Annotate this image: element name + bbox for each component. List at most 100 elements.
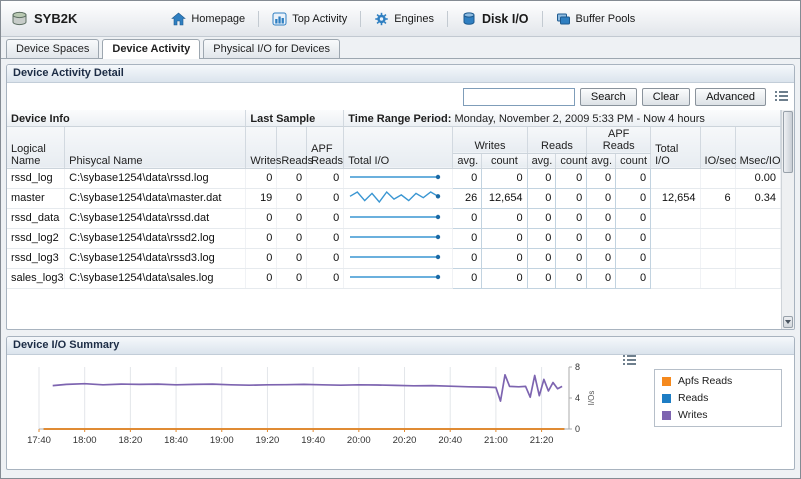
- cell-writes-avg: 0: [452, 267, 483, 289]
- search-button[interactable]: Search: [579, 87, 637, 106]
- col-header-logical-name[interactable]: Logical Name: [7, 126, 66, 169]
- cell-reads: 0: [276, 188, 308, 209]
- nav-disk-io[interactable]: Disk I/O: [461, 11, 529, 26]
- cell-writes-count: 0: [481, 207, 528, 229]
- cell-apf-avg: 0: [586, 207, 617, 229]
- cell-msec-io: [735, 228, 782, 249]
- group-header-last-sample: Last Sample: [245, 110, 345, 127]
- svg-text:19:20: 19:20: [256, 435, 280, 446]
- chart-options-icon[interactable]: [623, 355, 636, 366]
- cell-reads-avg: 0: [526, 227, 557, 249]
- table-row[interactable]: rssd_log3 C:\sybase1254\data\rssd3.log 0 0 0…: [7, 247, 782, 269]
- cell-physical-name: C:\sybase1254\data\sales.log: [64, 268, 247, 289]
- col-group-apf-reads[interactable]: APF Reads: [586, 126, 652, 154]
- col-header-apf-reads[interactable]: APF Reads: [306, 126, 345, 169]
- col-header-total-io[interactable]: Total I/O: [650, 126, 701, 169]
- legend-label: Writes: [678, 409, 708, 421]
- col-header-writes-avg[interactable]: avg.: [452, 153, 483, 169]
- cell-writes: 0: [245, 208, 278, 229]
- table-row[interactable]: master C:\sybase1254\data\master.dat 19 0 0 2…: [7, 187, 782, 209]
- table-options-icon[interactable]: [775, 91, 788, 102]
- col-header-reads[interactable]: Reads: [276, 126, 313, 169]
- table-row[interactable]: rssd_log C:\sybase1254\data\rssd.log 0 0 0 0 0…: [7, 167, 782, 189]
- col-header-apf-avg[interactable]: avg.: [586, 153, 617, 169]
- cell-writes: 0: [245, 228, 278, 249]
- col-header-apf-count[interactable]: count: [615, 153, 652, 169]
- tab-strip: Device Spaces Device Activity Physical I…: [1, 37, 800, 59]
- cell-writes-avg: 0: [452, 227, 483, 249]
- buffer-icon: [556, 12, 571, 26]
- cell-apf-reads: 0: [306, 208, 345, 229]
- advanced-button[interactable]: Advanced: [695, 87, 766, 106]
- search-input[interactable]: [462, 87, 575, 106]
- nav-buffer-pools[interactable]: Buffer Pools: [556, 12, 635, 26]
- col-header-total-io-spark[interactable]: Total I/O: [343, 126, 454, 169]
- group-header-device-info: Device Info: [7, 110, 247, 127]
- cell-msec-io: [735, 208, 782, 229]
- legend-item: Writes: [662, 409, 774, 421]
- tab-device-spaces[interactable]: Device Spaces: [6, 39, 100, 58]
- cell-reads-count: 0: [555, 227, 588, 249]
- nav-top-activity[interactable]: Top Activity: [272, 12, 347, 26]
- svg-text:18:20: 18:20: [118, 435, 142, 446]
- svg-text:21:00: 21:00: [484, 435, 508, 446]
- col-header-io-sec[interactable]: IO/sec: [700, 126, 736, 169]
- cell-apf-avg: 0: [586, 267, 617, 289]
- legend-swatch: [662, 376, 671, 386]
- cell-apf-avg: 0: [586, 227, 617, 249]
- clear-button[interactable]: Clear: [641, 87, 691, 106]
- cell-physical-name: C:\sybase1254\data\rssd3.log: [64, 248, 247, 269]
- nav-separator: [541, 10, 543, 27]
- cell-msec-io: 0.34: [735, 188, 782, 209]
- cell-logical-name: rssd_log3: [7, 248, 66, 269]
- cell-apf-reads: 0: [306, 268, 345, 289]
- cell-apf-count: 0: [615, 167, 652, 189]
- cell-apf-count: 0: [615, 207, 652, 229]
- cell-writes-count: 0: [481, 267, 528, 289]
- legend-label: Reads: [678, 392, 709, 404]
- tab-device-activity[interactable]: Device Activity: [102, 39, 201, 59]
- table-row[interactable]: rssd_log2 C:\sybase1254\data\rssd2.log 0 0 0…: [7, 227, 782, 249]
- scroll-down-button[interactable]: [783, 316, 793, 328]
- cell-total-io-sparkline: [343, 268, 454, 289]
- col-group-reads[interactable]: Reads: [527, 126, 588, 154]
- svg-text:8: 8: [575, 362, 580, 372]
- cell-msec-io: [735, 268, 782, 289]
- table-row[interactable]: sales_log3 C:\sybase1254\data\sales.log 0 0…: [7, 267, 782, 289]
- legend-item: Reads: [662, 392, 774, 404]
- col-group-writes[interactable]: Writes: [452, 126, 528, 154]
- cell-reads-avg: 0: [526, 167, 557, 189]
- col-header-writes[interactable]: Writes: [245, 126, 281, 169]
- table-row[interactable]: rssd_data C:\sybase1254\data\rssd.dat 0 0 0 0…: [7, 207, 782, 229]
- panel-title: Device Activity Detail: [7, 65, 794, 83]
- time-range-label: Time Range Period:: [348, 112, 452, 125]
- cell-apf-count: 0: [615, 267, 652, 289]
- total-io-sparkline: [350, 214, 441, 219]
- svg-text:18:40: 18:40: [164, 435, 188, 446]
- svg-text:21:20: 21:20: [530, 435, 554, 446]
- cell-logical-name: rssd_log2: [7, 228, 66, 249]
- col-header-writes-count[interactable]: count: [481, 153, 528, 169]
- main-nav: Homepage Top Activity Engines Disk I/O B…: [171, 10, 635, 27]
- cell-apf-reads: 0: [306, 168, 345, 189]
- cell-reads: 0: [276, 248, 308, 269]
- table-scrollbar[interactable]: [781, 110, 794, 329]
- cell-apf-reads: 0: [306, 248, 345, 269]
- col-header-physical-name[interactable]: Phisycal Name: [64, 126, 247, 169]
- cell-writes: 0: [245, 248, 278, 269]
- cell-reads-count: 0: [555, 247, 588, 269]
- cell-writes-count: 0: [481, 247, 528, 269]
- nav-homepage[interactable]: Homepage: [171, 12, 245, 26]
- legend-swatch: [662, 410, 671, 420]
- nav-engines[interactable]: Engines: [374, 12, 434, 26]
- device-activity-detail-panel: Device Activity Detail Search Clear Adva…: [6, 64, 795, 330]
- col-header-reads-avg[interactable]: avg.: [527, 153, 557, 169]
- scrollbar-thumb[interactable]: [783, 111, 793, 173]
- col-header-msec-io[interactable]: Msec/IO: [735, 126, 782, 169]
- col-header-reads-count[interactable]: count: [555, 153, 587, 169]
- tab-physical-io[interactable]: Physical I/O for Devices: [203, 39, 340, 58]
- cell-total-io: 12,654: [650, 188, 701, 209]
- cell-writes-count: 0: [481, 167, 528, 189]
- cell-reads: 0: [276, 228, 308, 249]
